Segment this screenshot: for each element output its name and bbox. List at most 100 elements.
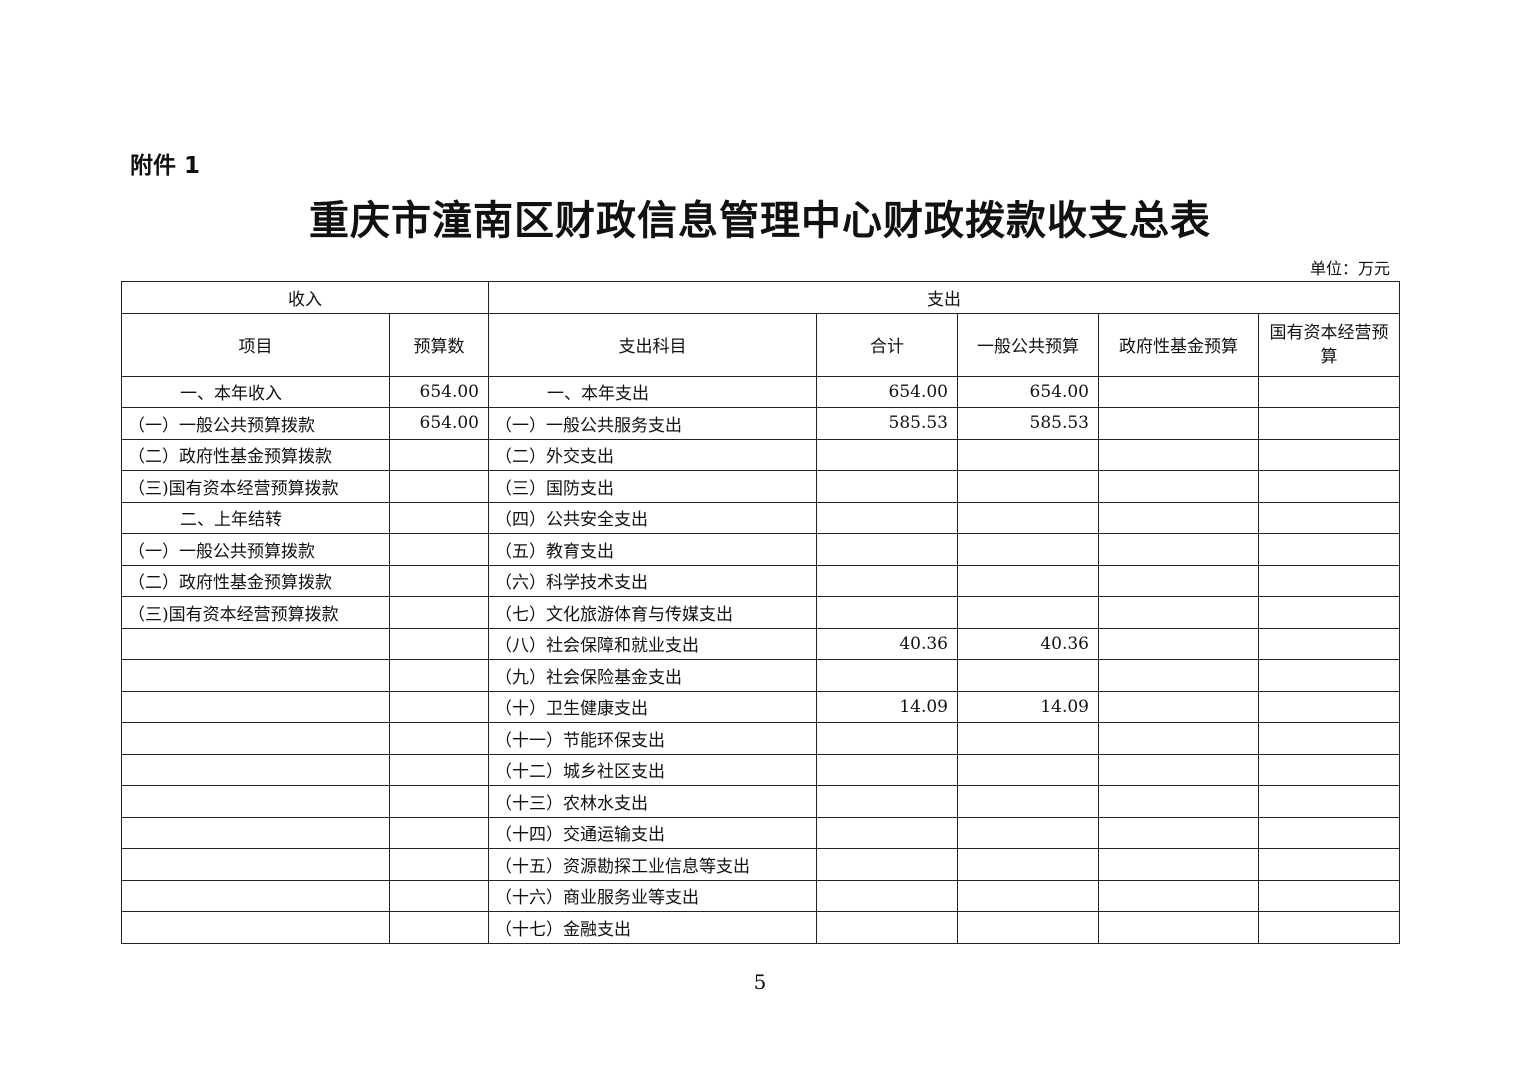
income-group-header: 收入 bbox=[121, 281, 489, 314]
cell-item bbox=[121, 753, 390, 786]
cell-general: 40.36 bbox=[957, 627, 1099, 660]
cell-budget bbox=[389, 627, 489, 660]
cell-subject: （三）国防支出 bbox=[488, 470, 817, 503]
cell-general bbox=[957, 848, 1099, 881]
cell-total bbox=[816, 596, 958, 629]
cell-item bbox=[121, 690, 390, 723]
cell-general: 585.53 bbox=[957, 407, 1099, 440]
cell-fund bbox=[1098, 879, 1259, 912]
cell-fund bbox=[1098, 627, 1259, 660]
table-row: （二）政府性基金预算拨款 （六）科学技术支出 bbox=[121, 564, 1400, 597]
column-header: 政府性基金预算 bbox=[1098, 312, 1259, 377]
cell-total bbox=[816, 438, 958, 471]
cell-total bbox=[816, 816, 958, 849]
cell-budget: 654.00 bbox=[389, 407, 489, 440]
cell-state bbox=[1258, 659, 1400, 692]
cell-item bbox=[121, 627, 390, 660]
cell-state bbox=[1258, 879, 1400, 912]
cell-item bbox=[121, 722, 390, 755]
cell-general bbox=[957, 470, 1099, 503]
cell-general bbox=[957, 879, 1099, 912]
cell-state bbox=[1258, 501, 1400, 534]
cell-total bbox=[816, 501, 958, 534]
column-header: 合计 bbox=[816, 312, 958, 377]
cell-item: （三)国有资本经营预算拨款 bbox=[121, 470, 390, 503]
cell-total bbox=[816, 659, 958, 692]
cell-state bbox=[1258, 627, 1400, 660]
cell-general bbox=[957, 564, 1099, 597]
cell-item bbox=[121, 879, 390, 912]
cell-state bbox=[1258, 753, 1400, 786]
cell-subject: （九）社会保险基金支出 bbox=[488, 659, 817, 692]
cell-item bbox=[121, 659, 390, 692]
cell-general bbox=[957, 785, 1099, 818]
cell-subject: （十二）城乡社区支出 bbox=[488, 753, 817, 786]
cell-fund bbox=[1098, 470, 1259, 503]
cell-budget bbox=[389, 879, 489, 912]
cell-item: 二、上年结转 bbox=[121, 501, 390, 534]
cell-subject: （十四）交通运输支出 bbox=[488, 816, 817, 849]
cell-general bbox=[957, 533, 1099, 566]
table-row: （二）政府性基金预算拨款 （二）外交支出 bbox=[121, 438, 1400, 471]
table-row: （九）社会保险基金支出 bbox=[121, 659, 1400, 692]
column-header: 项目 bbox=[121, 312, 390, 377]
page-number: 5 bbox=[753, 970, 767, 994]
cell-state bbox=[1258, 911, 1400, 944]
table-row: （八）社会保障和就业支出 40.36 40.36 bbox=[121, 627, 1400, 660]
cell-state bbox=[1258, 848, 1400, 881]
cell-subject: （十三）农林水支出 bbox=[488, 785, 817, 818]
cell-fund bbox=[1098, 816, 1259, 849]
cell-budget bbox=[389, 690, 489, 723]
cell-subject: （七）文化旅游体育与传媒支出 bbox=[488, 596, 817, 629]
cell-fund bbox=[1098, 911, 1259, 944]
expense-group-header: 支出 bbox=[488, 281, 1400, 314]
cell-fund bbox=[1098, 753, 1259, 786]
table-row: 一、本年收入 654.00 一、本年支出 654.00 654.00 bbox=[121, 375, 1400, 408]
cell-budget bbox=[389, 816, 489, 849]
column-header: 国有资本经营预算 bbox=[1258, 312, 1400, 377]
cell-fund bbox=[1098, 848, 1259, 881]
cell-subject: （十六）商业服务业等支出 bbox=[488, 879, 817, 912]
cell-fund bbox=[1098, 438, 1259, 471]
cell-total bbox=[816, 722, 958, 755]
cell-budget bbox=[389, 722, 489, 755]
cell-general bbox=[957, 816, 1099, 849]
cell-general bbox=[957, 438, 1099, 471]
cell-state bbox=[1258, 470, 1400, 503]
cell-general: 14.09 bbox=[957, 690, 1099, 723]
cell-general bbox=[957, 659, 1099, 692]
cell-budget bbox=[389, 596, 489, 629]
cell-subject: （十五）资源勘探工业信息等支出 bbox=[488, 848, 817, 881]
table-row: 二、上年结转 （四）公共安全支出 bbox=[121, 501, 1400, 534]
table-row: （十）卫生健康支出 14.09 14.09 bbox=[121, 690, 1400, 723]
cell-state bbox=[1258, 375, 1400, 408]
cell-budget bbox=[389, 470, 489, 503]
cell-budget bbox=[389, 785, 489, 818]
cell-item: （一）一般公共预算拨款 bbox=[121, 407, 390, 440]
attachment-label: 附件 1 bbox=[130, 153, 201, 179]
cell-state bbox=[1258, 438, 1400, 471]
cell-state bbox=[1258, 596, 1400, 629]
cell-fund bbox=[1098, 722, 1259, 755]
cell-total: 654.00 bbox=[816, 375, 958, 408]
cell-subject: （二）外交支出 bbox=[488, 438, 817, 471]
cell-item: 一、本年收入 bbox=[121, 375, 390, 408]
cell-fund bbox=[1098, 659, 1259, 692]
cell-item: （二）政府性基金预算拨款 bbox=[121, 438, 390, 471]
cell-subject: （十）卫生健康支出 bbox=[488, 690, 817, 723]
cell-total bbox=[816, 911, 958, 944]
cell-total: 585.53 bbox=[816, 407, 958, 440]
cell-general: 654.00 bbox=[957, 375, 1099, 408]
cell-fund bbox=[1098, 375, 1259, 408]
table-row: （十五）资源勘探工业信息等支出 bbox=[121, 848, 1400, 881]
cell-subject: （五）教育支出 bbox=[488, 533, 817, 566]
cell-fund bbox=[1098, 690, 1259, 723]
cell-item: （一）一般公共预算拨款 bbox=[121, 533, 390, 566]
cell-general bbox=[957, 501, 1099, 534]
cell-subject: （四）公共安全支出 bbox=[488, 501, 817, 534]
cell-subject: （六）科学技术支出 bbox=[488, 564, 817, 597]
table-row: （十六）商业服务业等支出 bbox=[121, 879, 1400, 912]
cell-total bbox=[816, 470, 958, 503]
cell-fund bbox=[1098, 533, 1259, 566]
